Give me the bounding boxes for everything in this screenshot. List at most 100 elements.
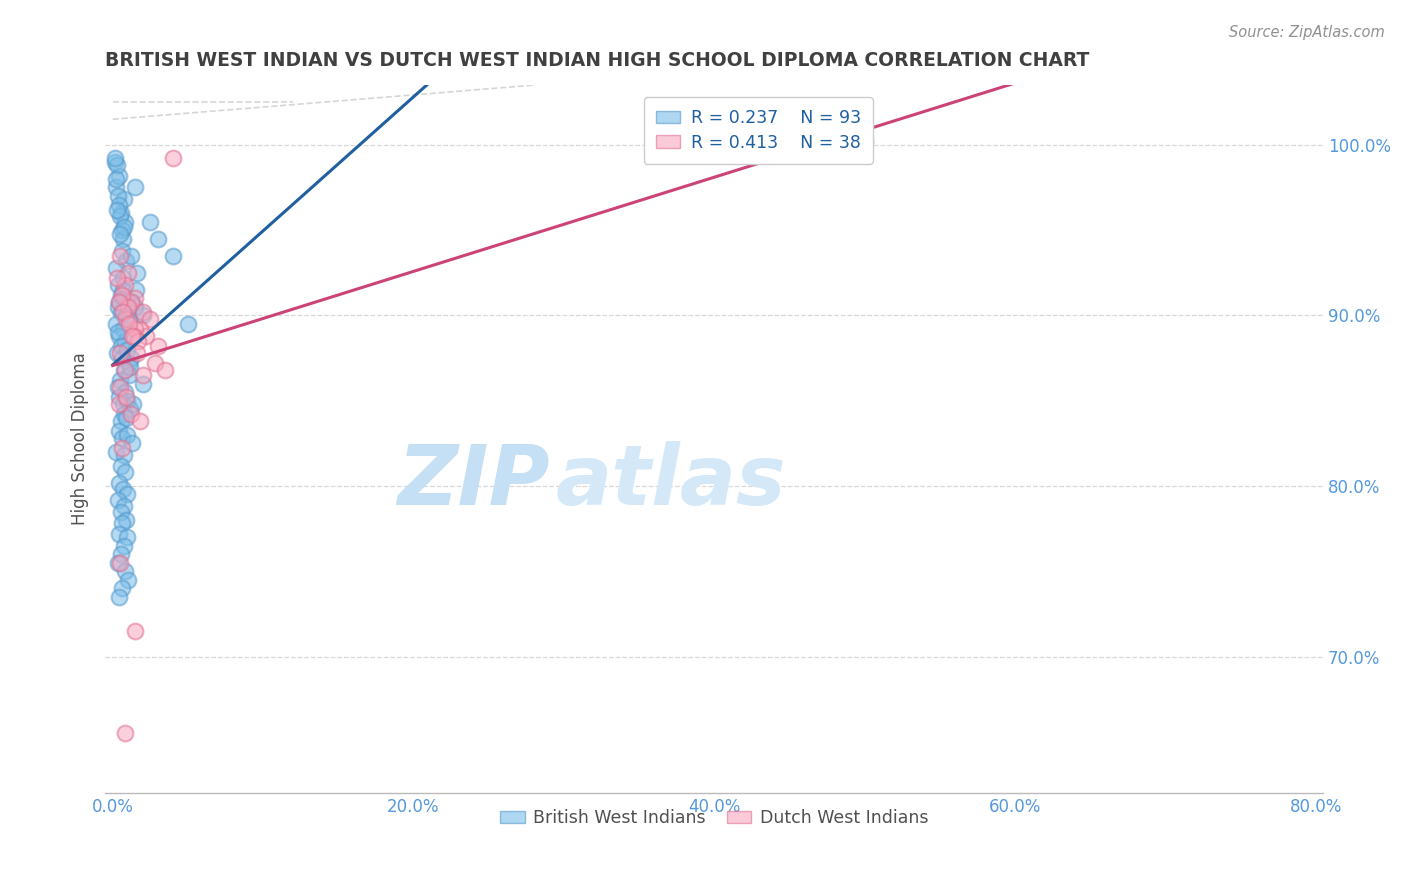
Point <box>162 152 184 166</box>
Point <box>110 547 132 561</box>
Point <box>107 277 129 292</box>
Point <box>105 158 128 172</box>
Point <box>114 291 136 305</box>
Point <box>118 356 141 370</box>
Point <box>108 425 131 439</box>
Point <box>105 260 128 275</box>
Point <box>108 390 131 404</box>
Point <box>108 475 131 490</box>
Point <box>110 288 132 302</box>
Point <box>108 590 131 604</box>
Point <box>115 309 138 323</box>
Point <box>112 448 135 462</box>
Point <box>111 351 134 365</box>
Point <box>111 283 134 297</box>
Point <box>111 244 134 258</box>
Point <box>115 487 138 501</box>
Point <box>121 329 143 343</box>
Point <box>110 305 132 319</box>
Text: atlas: atlas <box>555 441 786 522</box>
Point <box>111 483 134 497</box>
Point <box>110 206 132 220</box>
Point <box>118 359 141 374</box>
Point <box>114 363 136 377</box>
Point <box>104 172 127 186</box>
Point <box>105 202 128 217</box>
Point <box>108 373 131 387</box>
Point <box>112 407 135 421</box>
Point <box>105 317 128 331</box>
Point <box>120 249 142 263</box>
Point <box>107 492 129 507</box>
Text: ZIP: ZIP <box>396 441 550 522</box>
Point <box>110 339 132 353</box>
Point <box>124 322 146 336</box>
Point <box>107 294 129 309</box>
Point <box>112 363 135 377</box>
Point <box>112 539 135 553</box>
Point <box>105 445 128 459</box>
Point <box>117 300 139 314</box>
Point <box>117 368 139 383</box>
Point <box>105 346 128 360</box>
Point <box>111 288 134 302</box>
Point <box>111 322 134 336</box>
Point <box>117 266 139 280</box>
Point <box>111 431 134 445</box>
Point <box>107 380 129 394</box>
Point <box>107 197 129 211</box>
Point <box>120 407 142 421</box>
Point <box>132 309 155 323</box>
Point <box>104 152 127 166</box>
Point <box>117 573 139 587</box>
Point <box>125 283 148 297</box>
Point <box>108 169 131 183</box>
Point <box>108 329 131 343</box>
Point <box>108 227 131 241</box>
Point <box>107 300 129 314</box>
Point <box>124 291 146 305</box>
Point <box>124 624 146 638</box>
Point <box>132 305 155 319</box>
Point <box>117 300 139 314</box>
Point <box>124 180 146 194</box>
Text: Source: ZipAtlas.com: Source: ZipAtlas.com <box>1229 25 1385 40</box>
Point <box>132 368 155 383</box>
Point <box>115 530 138 544</box>
Point <box>108 526 131 541</box>
Point <box>135 329 157 343</box>
Point <box>115 343 138 357</box>
Point <box>107 189 129 203</box>
Point <box>112 271 135 285</box>
Point <box>139 311 162 326</box>
Point <box>114 253 136 268</box>
Point <box>162 249 184 263</box>
Point <box>127 334 149 348</box>
Point <box>121 294 143 309</box>
Point <box>107 556 129 570</box>
Point <box>112 193 135 207</box>
Point <box>114 214 136 228</box>
Point <box>115 393 138 408</box>
Point <box>115 427 138 442</box>
Point <box>111 516 134 531</box>
Point <box>105 180 128 194</box>
Point <box>110 346 132 360</box>
Point <box>110 458 132 473</box>
Point <box>177 317 200 331</box>
Point <box>146 339 169 353</box>
Point <box>115 410 138 425</box>
Point <box>110 556 132 570</box>
Point <box>120 351 142 365</box>
Point <box>155 363 177 377</box>
Point <box>122 397 145 411</box>
Point <box>105 271 128 285</box>
Point <box>114 466 136 480</box>
Point <box>122 329 145 343</box>
Point <box>114 277 136 292</box>
Point <box>114 726 136 740</box>
Point <box>107 326 129 340</box>
Point <box>114 334 136 348</box>
Point <box>125 346 148 360</box>
Point <box>143 356 166 370</box>
